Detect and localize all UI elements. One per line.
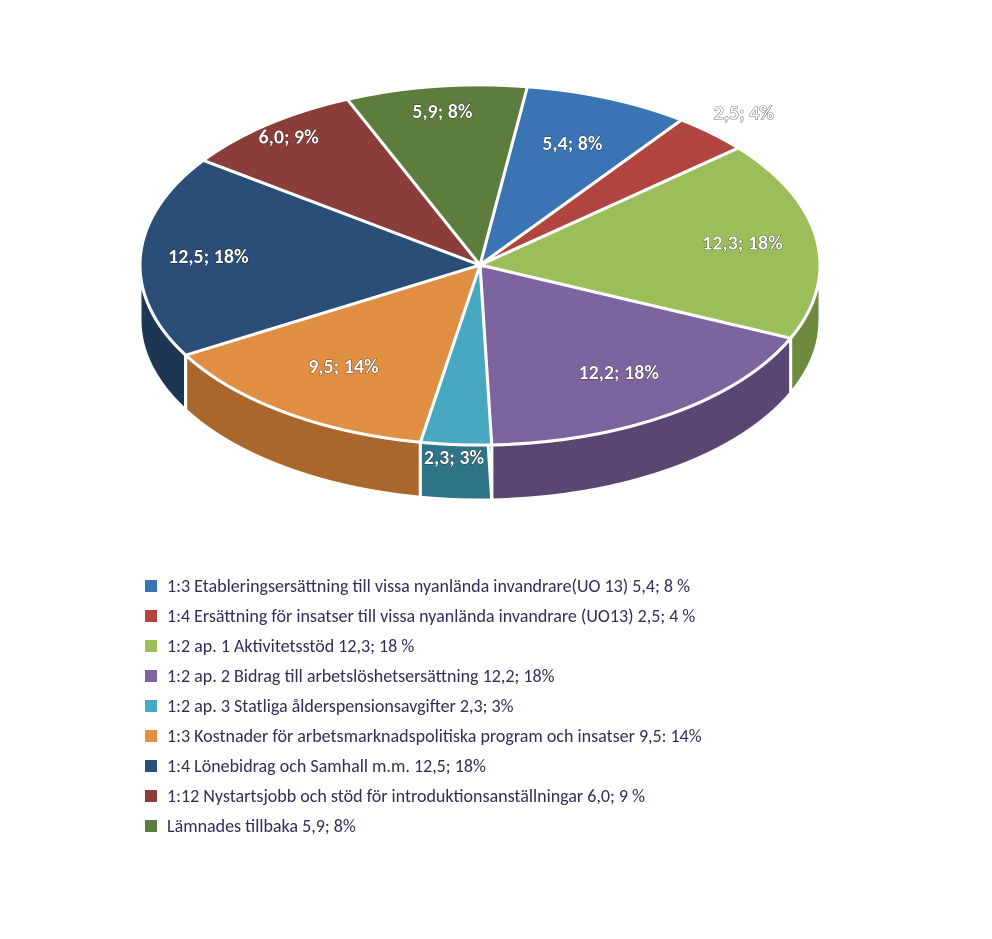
legend-item: 1:4 Ersättning för insatser till vissa n…	[145, 605, 905, 627]
legend-label: 1:3 Kostnader för arbetsmarknadspolitisk…	[167, 725, 702, 747]
legend-item: 1:2 ap. 2 Bidrag till arbetslöshetsersät…	[145, 665, 905, 687]
legend-label: 1:3 Etableringsersättning till vissa nya…	[167, 575, 690, 597]
slice-label: 2,3; 3%	[424, 446, 485, 470]
legend-item: 1:12 Nystartsjobb och stöd för introdukt…	[145, 785, 905, 807]
legend-swatch	[145, 700, 157, 712]
slice-label: 5,9; 8%	[412, 100, 473, 124]
legend-swatch	[145, 730, 157, 742]
legend-item: 1:2 ap. 3 Statliga ålderspensionsavgifte…	[145, 695, 905, 717]
legend-swatch	[145, 790, 157, 802]
slice-label: 12,5; 18%	[168, 245, 249, 269]
legend-label: 1:4 Lönebidrag och Samhall m.m. 12,5; 18…	[167, 755, 486, 777]
legend-label: Lämnades tillbaka 5,9; 8%	[167, 815, 356, 837]
slice-label: 9,5; 14%	[308, 355, 379, 379]
slice-label: 6,0; 9%	[259, 125, 320, 149]
legend-label: 1:4 Ersättning för insatser till vissa n…	[167, 605, 695, 627]
legend-swatch	[145, 670, 157, 682]
legend-item: 1:3 Kostnader för arbetsmarknadspolitisk…	[145, 725, 905, 747]
legend-label: 1:2 ap. 3 Statliga ålderspensionsavgifte…	[167, 695, 514, 717]
slice-label: 12,2; 18%	[578, 361, 659, 385]
legend-item: 1:2 ap. 1 Aktivitetsstöd 12,3; 18 %	[145, 635, 905, 657]
legend-item: Lämnades tillbaka 5,9; 8%	[145, 815, 905, 837]
legend-item: 1:3 Etableringsersättning till vissa nya…	[145, 575, 905, 597]
legend-label: 1:12 Nystartsjobb och stöd för introdukt…	[167, 785, 645, 807]
legend-swatch	[145, 760, 157, 772]
legend: 1:3 Etableringsersättning till vissa nya…	[145, 575, 905, 845]
slice-label: 2,5; 4%	[714, 102, 775, 126]
legend-item: 1:4 Lönebidrag och Samhall m.m. 12,5; 18…	[145, 755, 905, 777]
legend-swatch	[145, 610, 157, 622]
legend-label: 1:2 ap. 2 Bidrag till arbetslöshetsersät…	[167, 665, 554, 687]
legend-label: 1:2 ap. 1 Aktivitetsstöd 12,3; 18 %	[167, 635, 414, 657]
slice-label: 5,4; 8%	[542, 132, 603, 156]
legend-swatch	[145, 640, 157, 652]
legend-swatch	[145, 580, 157, 592]
slice-label: 12,3; 18%	[702, 232, 783, 256]
pie-chart: 5,4; 8% 2,5; 4% 12,3; 18% 12,2; 18% 2,3; 3% 9…	[0, 0, 992, 560]
legend-swatch	[145, 820, 157, 832]
chart-container: 5,4; 8% 2,5; 4% 12,3; 18% 12,2; 18% 2,3; 3% 9…	[0, 0, 992, 939]
